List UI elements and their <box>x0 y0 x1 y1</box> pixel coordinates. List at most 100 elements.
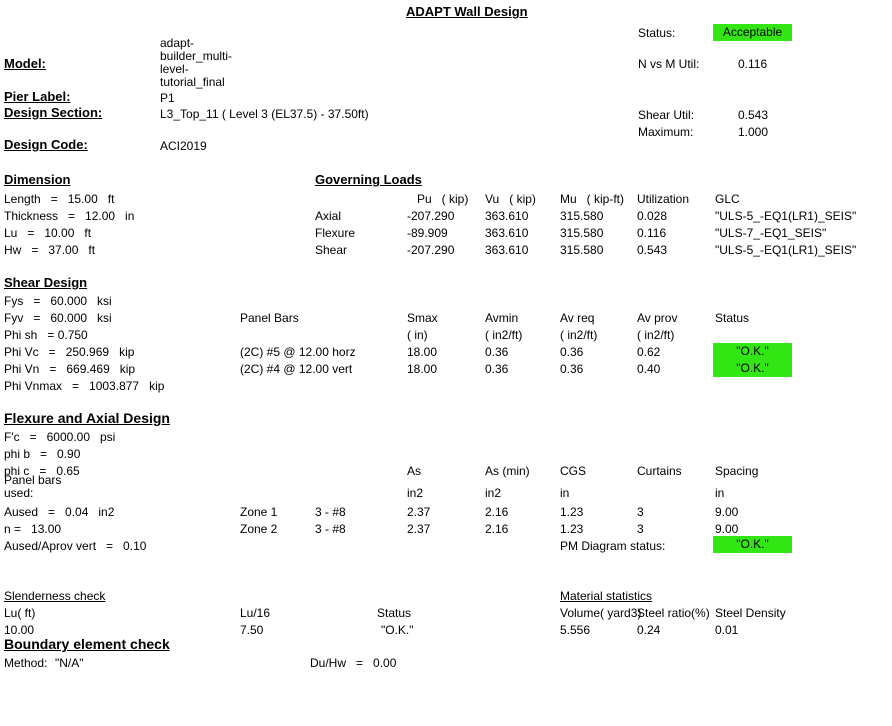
method-value: "N/A" <box>55 656 84 670</box>
col-as: As <box>407 464 422 478</box>
pier-value: P1 <box>160 91 175 105</box>
page-title: ADAPT Wall Design <box>406 4 528 19</box>
unit-avmin: ( in2/ft) <box>485 328 523 342</box>
status-label: Status: <box>638 26 676 40</box>
method-label: Method: <box>4 656 48 670</box>
flexure-heading: Flexure and Axial Design <box>4 410 170 426</box>
gov-row-utilization: 0.543 <box>637 243 668 257</box>
shear-row-avreq: 0.36 <box>560 362 584 376</box>
model-value: adapt-builder_multi-level-tutorial_final <box>160 36 233 89</box>
material-steel-ratio-value: 0.24 <box>637 623 661 637</box>
col-panel-bars: Panel Bars <box>240 311 299 325</box>
material-volume-value: 5.556 <box>560 623 591 637</box>
flex-row-zone: Zone 2 <box>240 522 278 536</box>
col-lu16: Lu/16 <box>240 606 271 620</box>
unit-spacing: in <box>715 486 725 500</box>
col-steel-density: Steel Density <box>715 606 786 620</box>
maximum-value: 1.000 <box>738 125 769 139</box>
shear-param-fyv: Fyv = 60.000 ksi <box>4 311 112 325</box>
gov-row-label: Axial <box>315 209 342 223</box>
pm-status-label: PM Diagram status: <box>560 539 666 553</box>
flex-param-aused: Aused = 0.04 in2 <box>4 505 115 519</box>
shear-param-phivn: Phi Vn = 669.469 kip <box>4 362 136 376</box>
unit-as: in2 <box>407 486 424 500</box>
shear-row-avprov: 0.40 <box>637 362 661 376</box>
flex-param-phib: phi b = 0.90 <box>4 447 81 461</box>
flex-row-as: 2.37 <box>407 522 431 536</box>
col-lu: Lu( ft) <box>4 606 36 620</box>
shear-row-avreq: 0.36 <box>560 345 584 359</box>
flex-row-as: 2.37 <box>407 505 431 519</box>
col-curtains: Curtains <box>637 464 682 478</box>
col-slenderness-status: Status <box>377 606 412 620</box>
dimension-thickness: Thickness = 12.00 in <box>4 209 135 223</box>
pm-status-badge: "O.K." <box>713 536 792 553</box>
flex-row-zone: Zone 1 <box>240 505 278 519</box>
col-pu: Pu ( kip) <box>417 192 469 206</box>
col-glc: GLC <box>715 192 740 206</box>
col-cgs: CGS <box>560 464 587 478</box>
gov-row-pu: -207.290 <box>407 243 455 257</box>
gov-row-vu: 363.610 <box>485 243 529 257</box>
nvm-util-value: 0.116 <box>738 57 768 71</box>
governing-loads-heading: Governing Loads <box>315 172 422 187</box>
shear-row-smax: 18.00 <box>407 362 438 376</box>
flex-param-aused-aprov: Aused/Aprov vert = 0.10 <box>4 539 147 553</box>
dimension-hw: Hw = 37.00 ft <box>4 243 96 257</box>
col-status: Status <box>715 311 750 325</box>
gov-row-glc: "ULS-7_-EQ1_SEIS" <box>715 226 827 240</box>
col-avprov: Av prov <box>637 311 678 325</box>
shear-util-value: 0.543 <box>738 108 769 122</box>
maximum-label: Maximum: <box>638 125 694 139</box>
shear-status-badge-1: "O.K." <box>713 360 792 377</box>
design-code-label: Design Code: <box>4 137 88 152</box>
flex-row-curtains: 3 <box>637 522 644 536</box>
shear-row-avprov: 0.62 <box>637 345 661 359</box>
panel-bars-used-label: Panel bars used: <box>4 473 62 500</box>
slenderness-lu16-value: 7.50 <box>240 623 264 637</box>
model-label: Model: <box>4 56 46 71</box>
col-steel-ratio: Steel ratio(%) <box>637 606 710 620</box>
dimension-lu: Lu = 10.00 ft <box>4 226 92 240</box>
shear-row-bars: (2C) #5 @ 12.00 horz <box>240 345 356 359</box>
dimension-length: Length = 15.00 ft <box>4 192 115 206</box>
col-avmin: Avmin <box>485 311 519 325</box>
shear-param-phish: Phi sh = 0.750 <box>4 328 88 342</box>
col-volume: Volume( yard3) <box>560 606 642 620</box>
shear-row-bars: (2C) #4 @ 12.00 vert <box>240 362 353 376</box>
shear-util-label: Shear Util: <box>638 108 695 122</box>
gov-row-mu: 315.580 <box>560 243 604 257</box>
design-section-value: L3_Top_11 ( Level 3 (EL37.5) - 37.50ft) <box>160 107 369 121</box>
nvm-util-label: N vs M Util: <box>638 57 700 71</box>
flex-row-cgs: 1.23 <box>560 522 584 536</box>
gov-row-utilization: 0.116 <box>637 226 667 240</box>
unit-asmin: in2 <box>485 486 502 500</box>
boundary-heading: Boundary element check <box>4 636 170 652</box>
shear-row-avmin: 0.36 <box>485 345 509 359</box>
shear-row-smax: 18.00 <box>407 345 438 359</box>
flex-row-curtains: 3 <box>637 505 644 519</box>
shear-row-avmin: 0.36 <box>485 362 509 376</box>
col-asmin: As (min) <box>485 464 530 478</box>
shear-status-badge-0: "O.K." <box>713 343 792 360</box>
flex-row-bars: 3 - #8 <box>315 505 346 519</box>
gov-row-mu: 315.580 <box>560 209 604 223</box>
design-code-value: ACI2019 <box>160 139 207 153</box>
gov-row-glc: "ULS-5_-EQ1(LR1)_SEIS" <box>715 209 857 223</box>
slenderness-lu-value: 10.00 <box>4 623 35 637</box>
col-utilization: Utilization <box>637 192 690 206</box>
gov-row-mu: 315.580 <box>560 226 604 240</box>
flex-row-spacing: 9.00 <box>715 505 739 519</box>
gov-row-pu: -207.290 <box>407 209 455 223</box>
col-vu: Vu ( kip) <box>485 192 536 206</box>
unit-avprov: ( in2/ft) <box>637 328 675 342</box>
slenderness-status-value: "O.K." <box>381 623 414 637</box>
material-steel-density-value: 0.01 <box>715 623 739 637</box>
gov-row-vu: 363.610 <box>485 209 529 223</box>
flex-row-cgs: 1.23 <box>560 505 584 519</box>
gov-row-vu: 363.610 <box>485 226 529 240</box>
shear-design-heading: Shear Design <box>4 275 88 290</box>
col-mu: Mu ( kip-ft) <box>560 192 625 206</box>
dimension-heading: Dimension <box>4 172 71 187</box>
